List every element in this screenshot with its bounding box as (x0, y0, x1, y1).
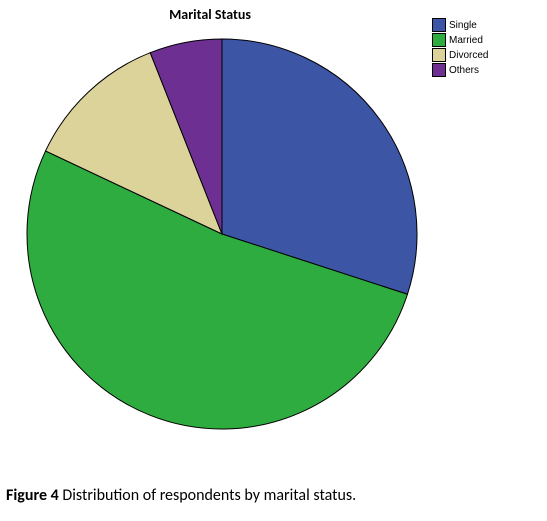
legend-swatch-married (432, 33, 446, 47)
legend-label-divorced: Divorced (449, 50, 488, 61)
legend-label-single: Single (449, 20, 477, 31)
legend-label-others: Others (449, 65, 479, 76)
legend-label-married: Married (449, 35, 483, 46)
legend-swatch-divorced (432, 48, 446, 62)
legend: Single Married Divorced Others (432, 18, 488, 78)
chart-title: Marital Status (0, 6, 420, 23)
pie-chart (12, 24, 432, 449)
legend-item-others: Others (432, 63, 488, 77)
pie-svg (12, 24, 432, 444)
legend-swatch-single (432, 18, 446, 32)
figure-caption: Figure 4 Distribution of respondents by … (6, 486, 356, 505)
legend-item-single: Single (432, 18, 488, 32)
figure-caption-label: Figure 4 (6, 486, 59, 505)
legend-item-divorced: Divorced (432, 48, 488, 62)
figure-container: Marital Status Single Married Divorced O… (0, 0, 547, 521)
figure-caption-text: Distribution of respondents by marital s… (62, 486, 356, 505)
legend-item-married: Married (432, 33, 488, 47)
legend-swatch-others (432, 63, 446, 77)
